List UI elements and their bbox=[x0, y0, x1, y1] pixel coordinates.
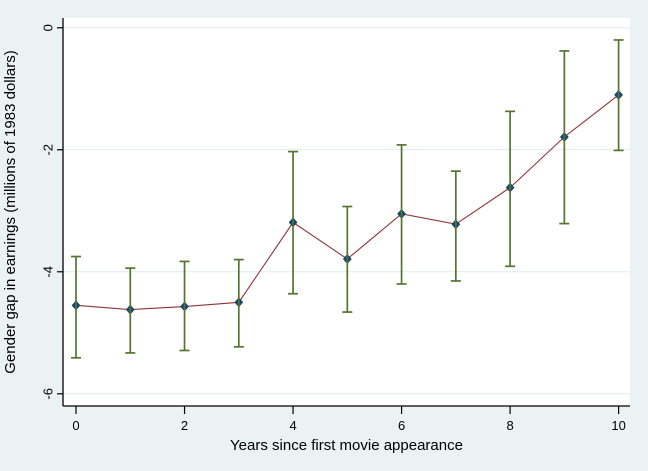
x-tick-label: 10 bbox=[611, 418, 625, 433]
error-bar bbox=[233, 258, 244, 348]
error-bar bbox=[396, 144, 407, 285]
x-tick-label: 4 bbox=[289, 418, 296, 433]
error-bar bbox=[125, 267, 136, 354]
x-tick-label: 6 bbox=[398, 418, 405, 433]
y-tick-label: -6 bbox=[41, 388, 56, 400]
error-bar bbox=[288, 150, 299, 295]
error-bar bbox=[559, 50, 570, 225]
error-bar bbox=[179, 260, 190, 352]
y-tick-label: -2 bbox=[41, 144, 56, 156]
x-tick-label: 0 bbox=[72, 418, 79, 433]
error-bar bbox=[450, 170, 461, 282]
y-tick-label: 0 bbox=[41, 24, 56, 31]
error-bar bbox=[505, 110, 516, 268]
error-bar bbox=[71, 255, 82, 359]
x-tick-label: 2 bbox=[181, 418, 188, 433]
y-tick-label: -4 bbox=[41, 266, 56, 278]
error-bar bbox=[613, 39, 624, 152]
x-tick-label: 8 bbox=[506, 418, 513, 433]
error-bar bbox=[342, 205, 353, 313]
y-axis-title: Gender gap in earnings (millions of 1983… bbox=[2, 50, 19, 374]
x-axis-title: Years since first movie appearance bbox=[230, 437, 463, 454]
